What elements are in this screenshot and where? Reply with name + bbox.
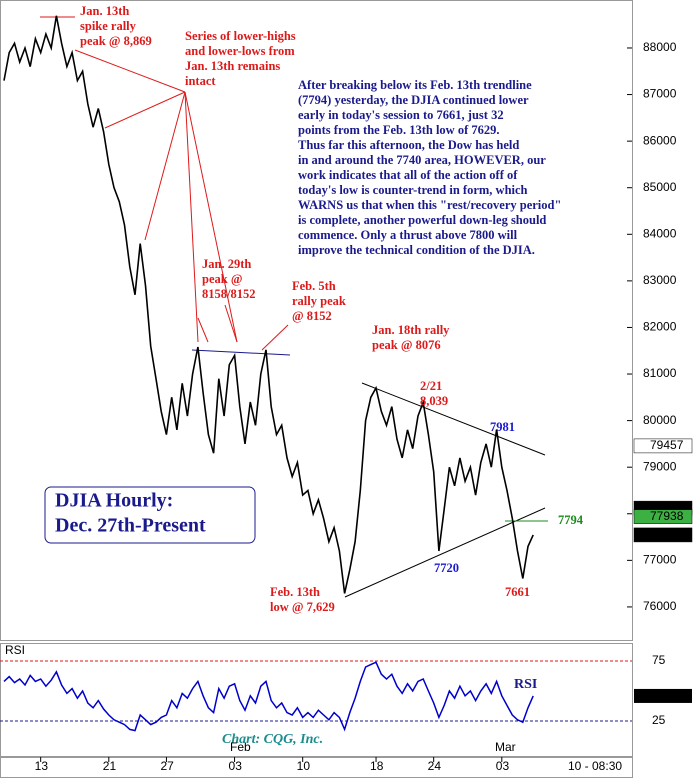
annotation: 8,039 [420,394,448,408]
x-tick-label: 21 [103,759,117,773]
rsi-tick-label: 75 [652,653,666,667]
lower-trendline [344,507,546,598]
y-tick-label: 81000 [643,366,677,380]
upper-trendline [361,382,546,456]
price-marker [633,438,693,454]
x-tick-label: 18 [370,759,384,773]
annotation: Series of lower-highs [185,29,296,43]
annotation: improve the technical condition of the D… [298,243,535,257]
annotation: Jan. 18th rally [372,323,450,337]
annotation: Jan. 13th remains [185,59,280,73]
y-tick-label: 83000 [643,273,677,287]
rsi-tick-label: 25 [652,713,666,727]
annotation: today's low is counter-trend in form, wh… [298,183,528,197]
rsi-panel-label: RSI [5,643,25,657]
annotation: 7981 [490,420,515,434]
chart-subtitle: Dec. 27th-Present [55,515,206,537]
month-label: Mar [495,740,516,754]
annotation: spike rally [80,19,137,33]
annotation: rally peak [292,294,346,308]
annotation: Jan. 13th [80,4,129,18]
annotation: Thus far this afternoon, the Dow has hel… [298,138,519,152]
annotation: After breaking below its Feb. 13th trend… [298,78,532,92]
y-tick-label: 80000 [643,413,677,427]
price-panel [0,0,633,641]
y-tick-label: 84000 [643,226,677,240]
annotation: 7720 [434,561,459,575]
x-tick-label: 24 [428,759,442,773]
annotation: peak @ 8,869 [80,34,152,48]
annotation: Feb. 5th [292,279,336,293]
y-tick-label: 85000 [643,180,677,194]
title-box [44,486,256,544]
annotation: Jan. 29th [202,257,251,271]
annotation: (7794) yesterday, the DJIA continued low… [298,93,529,107]
annotation: peak @ 8076 [372,338,441,352]
annotation: is complete, another powerful down-leg s… [298,213,546,227]
y-tick-label: 82000 [643,320,677,334]
y-tick-label: 77000 [643,553,677,567]
source: Chart: CQG, Inc. [222,732,323,747]
chart-title: DJIA Hourly: [55,490,173,512]
annotation: 7794 [558,513,584,527]
price-marker [633,509,693,524]
price-marker [633,527,693,543]
annotation: 8158/8152 [202,287,255,301]
rsi-marker-label: 45.88 [650,688,680,702]
price-marker-label: 77938 [650,509,684,523]
month-label: Feb [230,740,251,754]
annotation: peak @ [202,272,242,286]
x-tick-label: 13 [35,759,49,773]
annotation: intact [185,74,216,88]
annotation: in and around the 7740 area, HOWEVER, ou… [298,153,546,167]
x-tick-label: 03 [229,759,243,773]
annotation: Feb. 13th [270,585,320,599]
x-tick-label: 27 [160,759,174,773]
rsi-marker [634,688,692,703]
rsi-label: RSI [514,677,537,692]
rsi-panel [0,643,633,757]
price-marker-label: 79457 [650,438,684,452]
annotation: 7661 [505,585,530,599]
rsi-line [3,661,534,732]
annotation: 2/21 [420,379,442,393]
annotation: points from the Feb. 13th low of 7629. [298,123,500,137]
annotation: WARNS us that when this "rest/recovery p… [298,198,561,212]
annotation: low @ 7,629 [270,600,335,614]
annotation-lines [40,16,289,351]
annotation: @ 8152 [292,309,332,323]
date-axis [0,757,633,778]
resistance-line [191,349,291,356]
x-tick-label: 03 [496,759,510,773]
annotation: early in today's session to 7661, just 3… [298,108,504,122]
y-tick-label: 87000 [643,87,677,101]
annotation: work indicates that all of the action of… [298,168,518,182]
price-line [3,15,534,594]
annotation: and lower-lows from [185,44,295,58]
annotation: commence. Only a thrust above 7800 will [298,228,518,242]
y-tick-label: 76000 [643,599,677,613]
y-tick-label: 88000 [643,40,677,54]
y-tick-label: 79000 [643,459,677,473]
y-tick-label: 86000 [643,133,677,147]
x-tick-label: 10 [297,759,311,773]
price-marker-label: 77546 [650,527,684,541]
time-label: 10 - 08:30 [568,759,622,773]
